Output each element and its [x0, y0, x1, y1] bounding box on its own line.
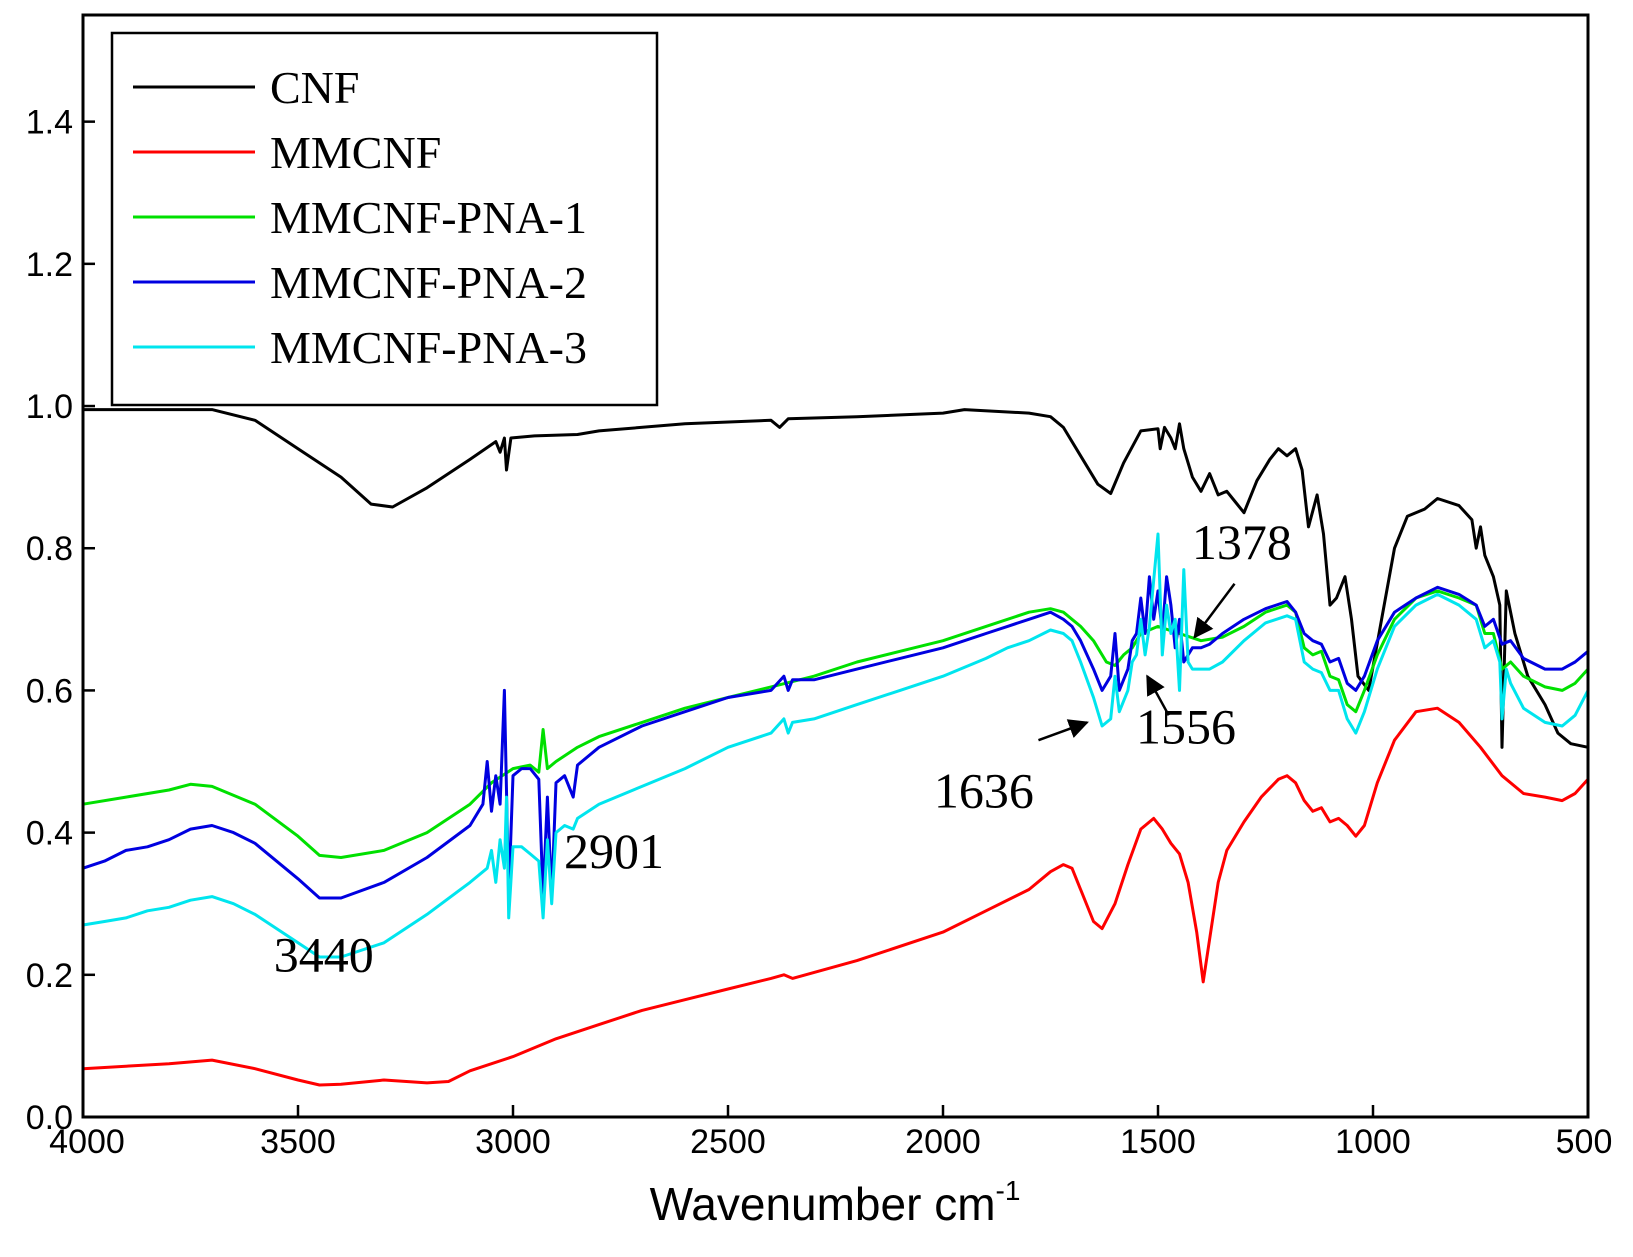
plot-frame [81, 13, 1590, 1119]
peak-arrow [1193, 583, 1236, 639]
y-tick-label: 0.0 [26, 1099, 73, 1137]
x-tick-label: 3500 [260, 1123, 336, 1161]
series-line-mmcnf-pna-2 [81, 575, 1590, 900]
peak-label-1636: 1636 [934, 763, 1034, 819]
y-tick-label: 0.2 [26, 957, 73, 995]
series-layer [81, 408, 1590, 1087]
x-tick-label: 2500 [690, 1123, 766, 1161]
x-axis-title: Wavenumber cm-1 [650, 1175, 1021, 1230]
annotation-layer: 3440 2901 1636 1556 1378 [274, 514, 1292, 982]
peak-label-2901: 2901 [564, 823, 664, 879]
y-tick-label: 1.0 [26, 388, 73, 426]
series-line-mmcnf-pna-3 [81, 532, 1590, 959]
x-tick-label: 500 [1556, 1123, 1613, 1161]
legend-label: MMCNF [270, 127, 441, 178]
x-tick-label: 1000 [1335, 1123, 1411, 1161]
y-tick-label: 1.4 [26, 104, 73, 142]
y-tick-label: 1.2 [26, 246, 73, 284]
peak-label-1556: 1556 [1136, 699, 1236, 755]
legend-label: MMCNF-PNA-3 [270, 322, 587, 373]
series-line-cnf [81, 408, 1590, 749]
legend-label: MMCNF-PNA-1 [270, 192, 587, 243]
x-tick-label: 1500 [1120, 1123, 1196, 1161]
axis-layer: 4000 3500 3000 2500 2000 1500 1000 500 0.0 0.2 0.4… [26, 104, 1613, 1161]
legend-label: CNF [270, 62, 359, 113]
y-tick-label: 0.4 [26, 815, 73, 853]
x-tick-label: 3000 [475, 1123, 551, 1161]
peak-arrow [1146, 674, 1170, 716]
peak-arrow [1038, 719, 1089, 742]
peak-label-1378: 1378 [1192, 514, 1292, 570]
peak-label-3440: 3440 [274, 926, 374, 982]
x-axis-title-superscript: -1 [996, 1175, 1021, 1206]
legend-box [110, 31, 659, 407]
y-tick-label: 0.8 [26, 530, 73, 568]
x-tick-label: 2000 [905, 1123, 981, 1161]
y-tick-label: 0.6 [26, 672, 73, 710]
legend-label: MMCNF-PNA-2 [270, 257, 587, 308]
legend: CNF MMCNF MMCNF-PNA-1 MMCNF-PNA-2 MMCNF-PNA-… [110, 31, 659, 407]
x-tick-label: 4000 [49, 1123, 125, 1161]
series-line-mmcnf [81, 706, 1590, 1087]
